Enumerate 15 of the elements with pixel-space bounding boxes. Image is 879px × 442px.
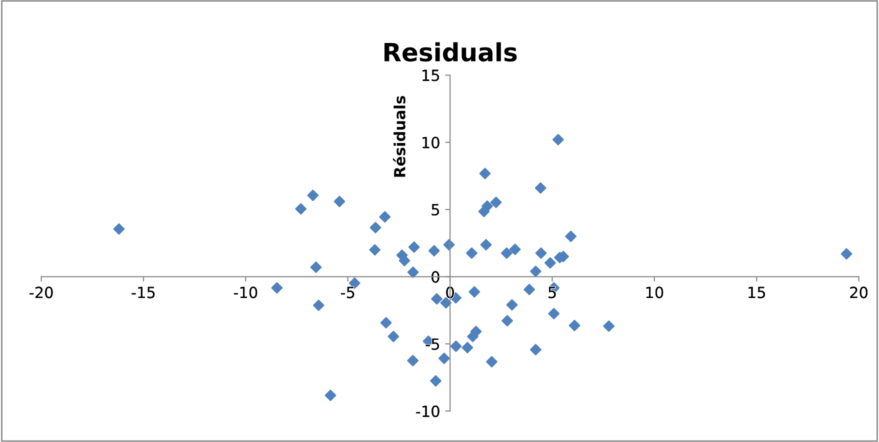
y-tick-label: 15: [422, 70, 439, 82]
y-tick-label: 10: [422, 136, 440, 148]
y-tick-label: -5: [426, 338, 439, 350]
y-tick-label: -10: [416, 406, 440, 418]
x-tick-label: 20: [850, 286, 868, 298]
x-tick-label: -20: [30, 286, 53, 298]
x-tick-label: -5: [340, 286, 354, 298]
y-axis-title: Résiduals: [392, 96, 406, 177]
y-tick-label: 5: [432, 204, 439, 216]
x-tick-label: 10: [646, 286, 664, 298]
x-tick-label: -10: [234, 286, 258, 298]
x-tick-label: -15: [132, 286, 155, 298]
y-tick-label: 0: [432, 271, 440, 283]
chart-title: Residuals: [384, 42, 517, 62]
x-tick-label: 15: [748, 286, 765, 298]
